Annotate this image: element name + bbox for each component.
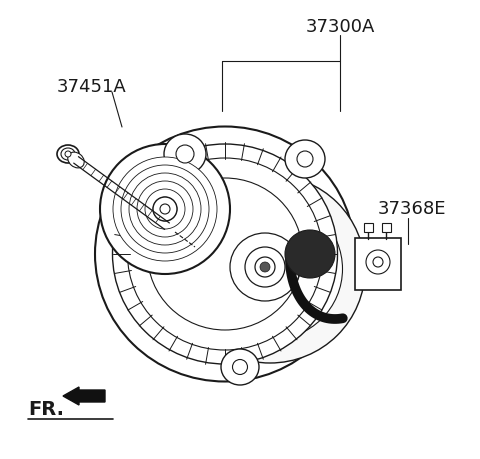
Ellipse shape bbox=[297, 151, 313, 168]
Text: FR.: FR. bbox=[28, 399, 64, 418]
Ellipse shape bbox=[137, 182, 193, 237]
Ellipse shape bbox=[260, 263, 270, 272]
Ellipse shape bbox=[285, 141, 325, 179]
Ellipse shape bbox=[61, 149, 75, 161]
Ellipse shape bbox=[112, 145, 337, 364]
Ellipse shape bbox=[145, 190, 185, 230]
Ellipse shape bbox=[175, 176, 365, 363]
Ellipse shape bbox=[230, 234, 300, 302]
Ellipse shape bbox=[176, 146, 194, 164]
FancyArrow shape bbox=[63, 387, 105, 405]
Ellipse shape bbox=[221, 349, 259, 385]
FancyBboxPatch shape bbox=[355, 239, 401, 291]
Ellipse shape bbox=[129, 174, 201, 246]
Ellipse shape bbox=[147, 179, 302, 330]
Text: 37368E: 37368E bbox=[378, 200, 446, 218]
Ellipse shape bbox=[128, 159, 323, 350]
Ellipse shape bbox=[95, 127, 355, 382]
Ellipse shape bbox=[232, 360, 248, 375]
Ellipse shape bbox=[100, 145, 230, 274]
Ellipse shape bbox=[373, 257, 383, 268]
FancyBboxPatch shape bbox=[382, 223, 391, 232]
Ellipse shape bbox=[121, 166, 209, 253]
Ellipse shape bbox=[113, 157, 217, 262]
Ellipse shape bbox=[255, 257, 275, 277]
Ellipse shape bbox=[366, 251, 390, 274]
Ellipse shape bbox=[68, 153, 84, 168]
Ellipse shape bbox=[65, 151, 71, 157]
Ellipse shape bbox=[57, 146, 79, 164]
Ellipse shape bbox=[245, 247, 285, 287]
Ellipse shape bbox=[153, 197, 177, 222]
Ellipse shape bbox=[160, 205, 170, 214]
Ellipse shape bbox=[153, 197, 177, 222]
FancyBboxPatch shape bbox=[363, 223, 372, 232]
Text: 37300A: 37300A bbox=[305, 18, 375, 36]
Text: 37451A: 37451A bbox=[57, 78, 127, 96]
Ellipse shape bbox=[164, 134, 206, 174]
Ellipse shape bbox=[285, 230, 335, 279]
Ellipse shape bbox=[197, 199, 343, 340]
